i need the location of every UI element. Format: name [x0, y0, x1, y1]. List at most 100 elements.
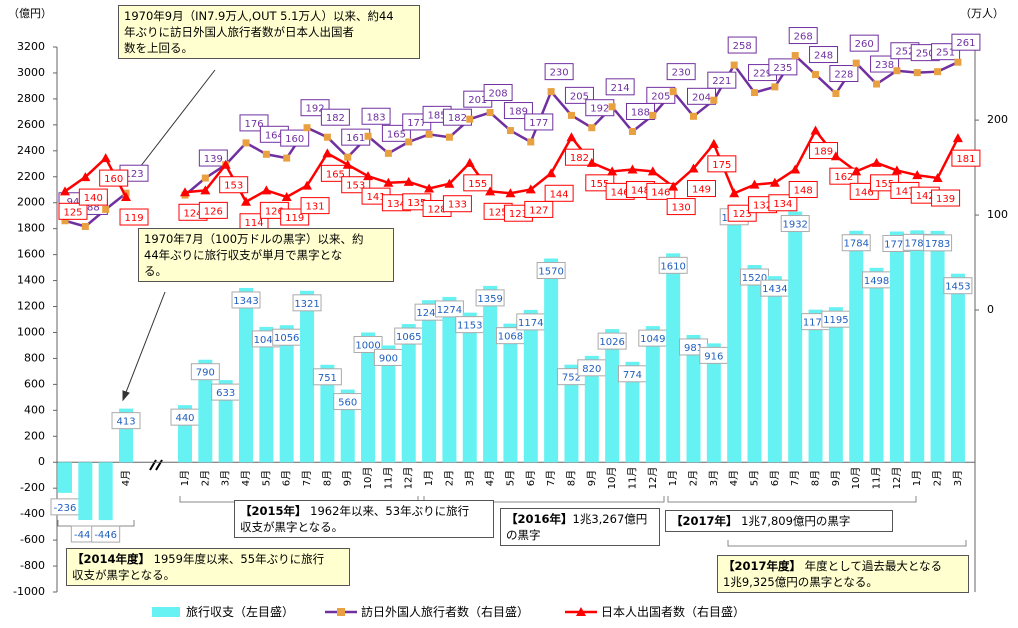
data-label-text: 155 [468, 179, 487, 190]
x-tick-label: 1月 [667, 470, 679, 486]
data-label-text: 185 [428, 110, 447, 121]
label-box [829, 65, 859, 83]
legend-label: 日本人出国者数（右目盛） [601, 605, 746, 619]
marker [566, 132, 577, 142]
label-box [951, 149, 981, 167]
legend-swatch [152, 606, 180, 617]
data-label: 1359 [475, 289, 505, 307]
bar [788, 211, 803, 463]
data-label: 230 [544, 63, 574, 81]
data-label-text: 1783 [925, 239, 950, 250]
annotation: 1970年7月（100万ドルの黒字）以来、約 44年ぶりに旅行収支が単月で黒字とな… [138, 228, 394, 282]
bar [523, 309, 538, 463]
data-label: 148 [788, 180, 818, 198]
y-tick-label: 2800 [17, 92, 45, 105]
annotation-line: 【2017年度】 年度として過去最大となる [723, 558, 963, 574]
data-label-text: 1065 [396, 332, 421, 343]
marker [102, 205, 110, 213]
x-tick-label: 11月 [382, 467, 394, 490]
bar [483, 285, 498, 463]
data-label-text: -446 [94, 530, 117, 541]
data-label-text: 1195 [823, 315, 848, 326]
data-label-text: 820 [582, 364, 601, 375]
x-tick-label: 2月 [199, 470, 211, 486]
label-box [119, 208, 149, 226]
data-label: 248 [809, 46, 839, 64]
data-label: 1321 [292, 294, 322, 312]
annotation-text: 収支が黒字となる。 [240, 520, 344, 534]
annotation: 【2015年】 1962年以来、53年ぶりに旅行 収支が黒字となる。 [234, 500, 494, 538]
data-label: 125 [58, 202, 88, 220]
annotation-line: 【2017年】 1兆7,809億円の黒字 [671, 513, 887, 529]
data-label-text: 790 [196, 368, 215, 379]
annotation: 【2016年】1兆3,267億円の黒字 [500, 508, 660, 546]
data-label-text: 177 [407, 118, 426, 129]
data-label-text: 125 [63, 207, 82, 218]
marker [464, 157, 475, 167]
marker [424, 183, 435, 193]
marker [708, 138, 719, 148]
marker [485, 186, 496, 196]
annotation-tag: 【2016年】 [506, 512, 573, 526]
marker [363, 171, 374, 181]
bar [218, 380, 233, 463]
data-label: 160 [99, 169, 129, 187]
y-tick-label: 3200 [17, 40, 45, 53]
data-label: 189 [809, 142, 839, 160]
data-label-text: 148 [631, 185, 650, 196]
data-label-text: 183 [367, 112, 386, 123]
data-label: 1056 [272, 328, 302, 346]
x-tick-label: 2月 [932, 470, 944, 486]
label-box [524, 113, 554, 131]
data-label-text: 144 [550, 189, 569, 200]
marker [344, 153, 352, 161]
label-box [829, 167, 859, 185]
data-label: 162 [829, 167, 859, 185]
data-label-text: 176 [244, 119, 263, 130]
data-label-text: 250 [916, 49, 935, 60]
y-tick-label: 2400 [17, 144, 45, 157]
marker [932, 173, 943, 183]
annotation-text: 収支が黒字となる。 [72, 568, 176, 582]
x-tick-label: 5月 [749, 470, 761, 486]
annotation-line: 数を上回る。 [124, 40, 414, 56]
data-label-text: 204 [692, 92, 711, 103]
data-label: 235 [768, 58, 798, 76]
x-tick-label: 6月 [281, 470, 293, 486]
x-tick-label: 7月 [301, 470, 313, 486]
label-box [434, 300, 464, 318]
data-label-text: 208 [489, 89, 508, 100]
bar [564, 364, 579, 463]
annotation-line: 1兆9,325億円の黒字となる。 [723, 574, 963, 590]
annotation-tag: 【2017年】 [671, 514, 738, 528]
annotation-text: 1970年7月（100万ドルの黒字）以来、約 [144, 232, 364, 246]
x-tick-label: 3月 [464, 470, 476, 486]
data-label: 1343 [231, 291, 261, 309]
data-label-text: 1778 [884, 240, 909, 251]
label-box [111, 412, 141, 430]
data-label: 790 [190, 363, 220, 381]
bar [279, 325, 294, 463]
data-label: 774 [617, 365, 647, 383]
data-label-text: 88 [87, 202, 100, 213]
marker [505, 188, 516, 198]
data-label: 182 [320, 108, 350, 126]
bar [198, 359, 213, 463]
bar [849, 230, 864, 463]
data-label: 134 [768, 194, 798, 212]
label-box [300, 197, 330, 215]
label-box [312, 368, 342, 386]
marker [934, 68, 942, 76]
data-label: 155 [463, 174, 493, 192]
annotation-text: 年ぶりに訪日外国人旅行者数が日本人出国者 [124, 25, 354, 39]
x-tick-label: 12月 [403, 467, 415, 490]
annotation-line: 年ぶりに訪日外国人旅行者数が日本人出国者 [124, 24, 414, 40]
y2-tick-label: 0 [987, 303, 994, 316]
marker [729, 188, 740, 198]
marker [466, 115, 474, 123]
data-label-text: 147 [895, 186, 914, 197]
marker [547, 88, 555, 96]
y-tick-label: -400 [20, 507, 45, 520]
annotation-line: 【2016年】1兆3,267億円の黒字 [506, 511, 654, 543]
